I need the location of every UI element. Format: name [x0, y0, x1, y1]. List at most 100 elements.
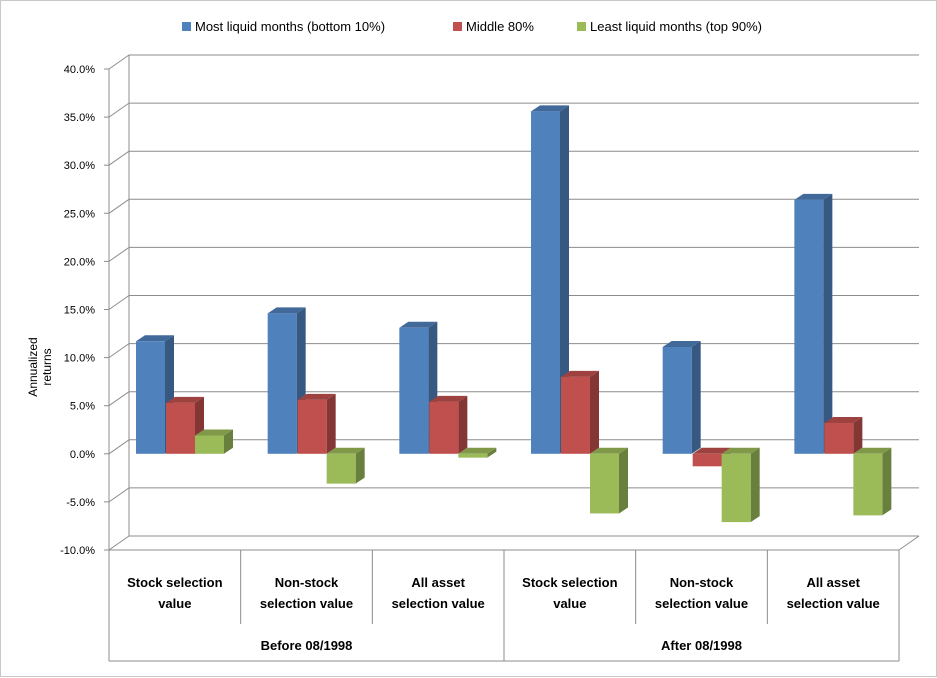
y-axis-title-line: returns	[40, 348, 54, 385]
y-tick-label: -10.0%	[60, 545, 95, 557]
gridline-depth	[108, 535, 130, 551]
bar	[326, 453, 356, 484]
gridline-depth	[108, 295, 130, 310]
bars	[136, 105, 892, 523]
bar	[692, 453, 722, 467]
bar-3-2	[590, 447, 629, 514]
bar-side	[355, 447, 365, 484]
legend-label: Least liquid months (top 90%)	[590, 19, 762, 34]
bar-side	[853, 417, 863, 454]
bar-top	[662, 341, 701, 348]
bar-side	[326, 393, 336, 454]
y-tick-label: 40.0%	[64, 64, 95, 76]
bar-top	[399, 321, 438, 328]
bar-side	[487, 447, 497, 458]
gridline-depth	[108, 391, 130, 407]
bar-top	[794, 193, 833, 200]
bar-2-2	[458, 447, 497, 458]
group-label: After 08/1998	[661, 638, 742, 653]
bar-0-2	[195, 429, 233, 454]
legend-swatch	[182, 22, 191, 31]
bar-top	[853, 447, 892, 454]
bar	[662, 347, 692, 454]
y-axis-title: Annualizedreturns	[26, 337, 54, 396]
bar	[721, 453, 751, 523]
category-label-line1: Non-stock	[670, 575, 734, 590]
bar	[166, 402, 195, 454]
gridline-depth	[108, 439, 130, 455]
gridline-depth	[108, 198, 130, 214]
bar	[824, 423, 854, 454]
gridline-depth	[108, 54, 130, 70]
category-label-line2: selection value	[787, 596, 880, 611]
bar-side	[590, 370, 600, 454]
bar	[195, 435, 224, 454]
bar-side	[619, 447, 629, 514]
bar	[429, 401, 459, 454]
category-label-line1: Non-stock	[275, 575, 339, 590]
legend-swatch	[453, 22, 462, 31]
bar	[531, 111, 561, 454]
bar-top	[166, 396, 204, 403]
bar-top	[590, 447, 629, 454]
y-tick-label: 15.0%	[64, 305, 95, 317]
bar-top	[824, 417, 863, 424]
y-tick-label: 30.0%	[64, 160, 95, 172]
bar-top	[136, 335, 174, 342]
bar-top	[458, 447, 497, 454]
y-tick-label: -5.0%	[66, 497, 95, 509]
bar	[853, 453, 883, 516]
bar-top	[561, 370, 600, 377]
y-tick-label: 35.0%	[64, 112, 95, 124]
bar-4-0	[662, 341, 701, 454]
x-axis: Stock selection value Non-stock selection v…	[108, 550, 900, 662]
bar-side	[224, 429, 233, 454]
category-label-line2: value	[158, 596, 191, 611]
bar-1-2	[326, 447, 365, 484]
gridline-depth	[108, 246, 130, 262]
category-label-line1: Stock selection	[127, 575, 222, 590]
bar-side	[458, 395, 468, 454]
y-tick-label: 10.0%	[64, 353, 95, 365]
floor-edge	[898, 535, 920, 551]
bar	[297, 399, 327, 454]
gridline-depth	[108, 487, 130, 503]
bar-3-1	[561, 370, 600, 454]
bar	[590, 453, 620, 514]
y-tick-label: 25.0%	[64, 208, 95, 220]
gridline-depth	[108, 150, 130, 166]
legend-label: Most liquid months (bottom 10%)	[195, 19, 385, 34]
bar-1-0	[267, 307, 306, 454]
bar	[794, 199, 824, 454]
bar	[458, 453, 488, 458]
bar-5-0	[794, 193, 833, 454]
category-label-line1: All asset	[806, 575, 860, 590]
bar-top	[326, 447, 365, 454]
bar-5-2	[853, 447, 892, 516]
bar-side	[882, 447, 892, 516]
bar-3-0	[531, 105, 570, 454]
gridline-depth	[108, 102, 130, 118]
bar-top	[267, 307, 306, 314]
category-label-line2: selection value	[392, 596, 485, 611]
bar	[399, 327, 429, 454]
gridlines	[108, 54, 920, 551]
group-label: Before 08/1998	[261, 638, 353, 653]
bar-side	[823, 193, 833, 454]
legend: Most liquid months (bottom 10%) Middle 80…	[182, 19, 762, 34]
bar-side	[691, 341, 701, 454]
bar-2-1	[429, 395, 468, 454]
y-tick-label: 0.0%	[70, 449, 95, 461]
bar-4-2	[721, 447, 760, 523]
bar-top	[692, 447, 731, 454]
legend-label: Middle 80%	[466, 19, 534, 34]
bar	[561, 376, 591, 454]
bar-side	[560, 105, 570, 454]
bar-top	[531, 105, 570, 112]
bar-0-0	[136, 335, 174, 454]
category-label-line2: selection value	[655, 596, 748, 611]
bar-top	[721, 447, 760, 454]
y-axis-title-line: Annualized	[26, 337, 40, 396]
